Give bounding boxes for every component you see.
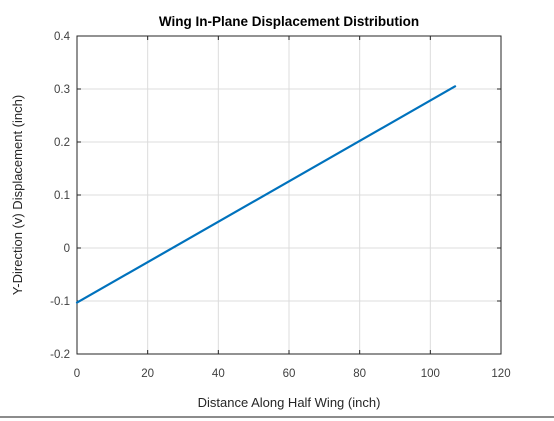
y-tick-label: 0: [64, 243, 70, 255]
grid-lines: [77, 36, 501, 354]
chart-title: Wing In-Plane Displacement Distribution: [159, 14, 419, 29]
y-tick-label: 0.3: [54, 84, 70, 96]
tick-labels: 0 20 40 60 80 100 120 -0.2 -0.1 0 0.1 0.2 0.3 0.4: [50, 31, 510, 380]
axes: [76, 35, 502, 355]
y-tick-label: -0.2: [50, 349, 70, 361]
series-layer: [75, 85, 457, 304]
x-tick-label: 80: [353, 368, 366, 380]
series-line: [75, 85, 457, 304]
x-axis-label: Distance Along Half Wing (inch): [198, 395, 381, 410]
x-tick-label: 20: [141, 368, 154, 380]
x-tick-label: 100: [421, 368, 440, 380]
x-tick-label: 40: [212, 368, 225, 380]
y-tick-label: -0.1: [50, 296, 70, 308]
bottom-border: [0, 416, 554, 418]
x-tick-label: 60: [283, 368, 296, 380]
x-tick-label: 120: [491, 368, 510, 380]
x-tick-label: 0: [74, 368, 80, 380]
axes-box: [76, 35, 502, 355]
y-tick-label: 0.4: [54, 31, 71, 43]
y-tick-label: 0.2: [54, 137, 70, 149]
y-axis-label: Y-Direction (v) Displacement (inch): [10, 95, 25, 295]
y-tick-label: 0.1: [54, 190, 70, 202]
